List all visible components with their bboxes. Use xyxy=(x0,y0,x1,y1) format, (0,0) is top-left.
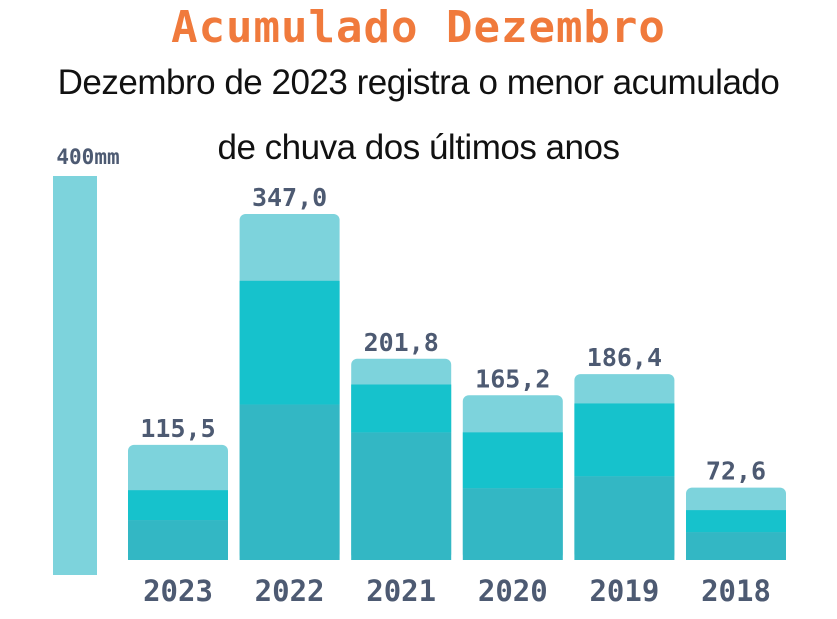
bars-group: 115,5 2023 347,0 2022 201,8 2021 165,2 2020 186,… xyxy=(128,183,786,608)
category-label-2018: 2018 xyxy=(701,574,771,608)
bar-2023-band-middle xyxy=(128,490,228,521)
value-label-2021: 201,8 xyxy=(364,328,439,357)
bar-2023-band-bottom xyxy=(128,520,228,560)
bar-2018-band-bottom xyxy=(686,532,786,560)
value-label-2022: 347,0 xyxy=(252,183,327,212)
scale-reference-bar xyxy=(53,176,97,575)
value-label-2018: 72,6 xyxy=(706,457,766,486)
bar-2022-band-middle xyxy=(239,280,340,405)
category-label-2019: 2019 xyxy=(589,574,659,608)
chart-title: Acumulado Dezembro xyxy=(171,2,666,53)
bar-2019-band-bottom xyxy=(574,476,675,560)
chart-subtitle-line-2: de chuva dos últimos anos xyxy=(217,128,620,167)
category-label-2020: 2020 xyxy=(478,574,548,608)
bar-2018-band-middle xyxy=(686,510,786,533)
scale-label: 400mm xyxy=(56,145,119,169)
category-label-2022: 2022 xyxy=(255,574,325,608)
category-label-2021: 2021 xyxy=(366,574,436,608)
chart-subtitle-line-1: Dezembro de 2023 registra o menor acumul… xyxy=(57,63,780,102)
value-label-2020: 165,2 xyxy=(475,364,550,393)
bar-2022-band-bottom xyxy=(239,404,340,560)
bar-2020-band-bottom xyxy=(462,488,563,560)
bar-2019-band-middle xyxy=(574,403,675,477)
bar-2021-band-bottom xyxy=(351,432,452,560)
value-label-2019: 186,4 xyxy=(587,343,662,372)
bar-2020-band-middle xyxy=(462,432,563,489)
category-label-2023: 2023 xyxy=(143,574,213,608)
bar-2021-band-middle xyxy=(351,384,452,433)
value-label-2023: 115,5 xyxy=(140,414,215,443)
